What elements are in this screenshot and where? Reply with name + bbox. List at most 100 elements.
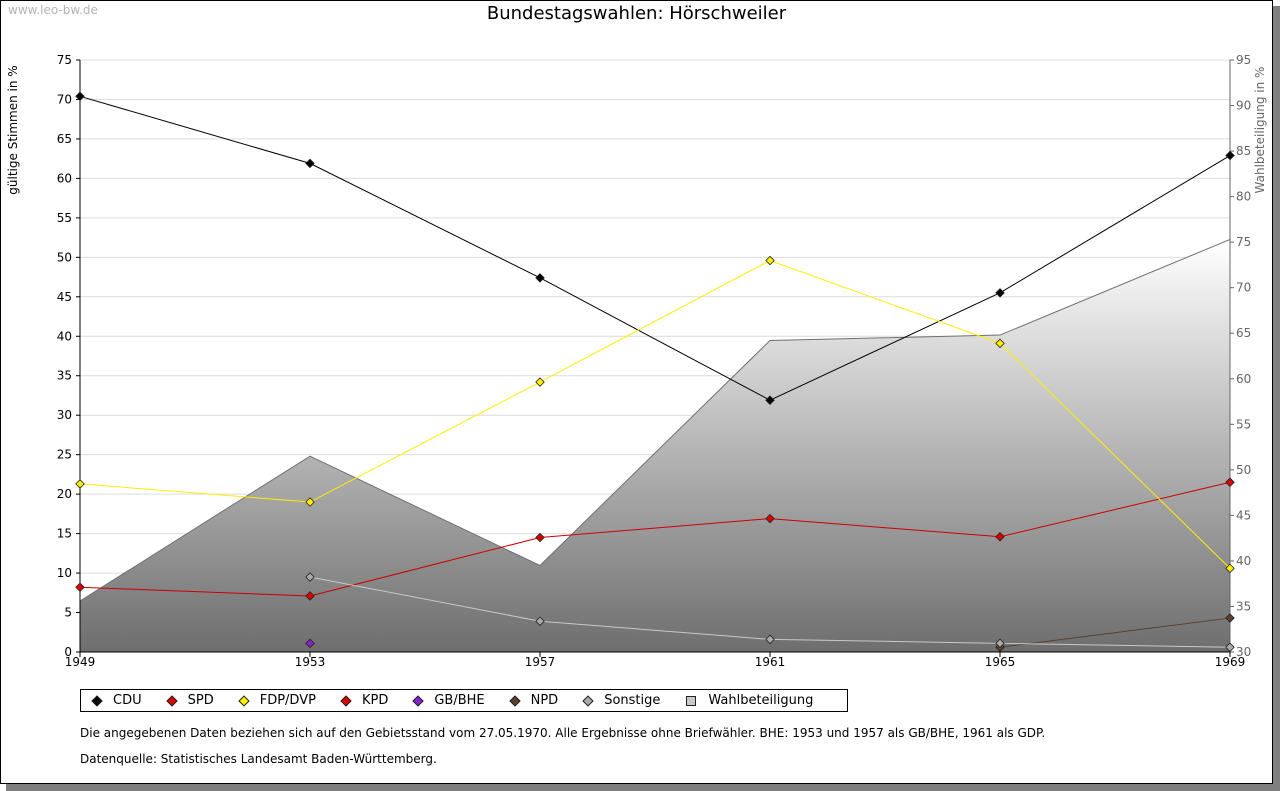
data-point-gb-bhe (305, 638, 315, 649)
data-point-spd (75, 582, 85, 593)
legend-marker (238, 694, 250, 707)
footnote-2: Datenquelle: Statistisches Landesamt Bad… (80, 752, 437, 766)
y-tick-label: 55 (57, 211, 72, 225)
y2-tick-label: 45 (1236, 508, 1251, 522)
data-point-spd (535, 532, 545, 543)
data-point-sonstige (535, 616, 545, 626)
data-point-cdu (995, 288, 1005, 298)
y2-tick-label: 55 (1236, 417, 1251, 431)
legend-item: KPD (340, 693, 402, 708)
y-tick-label: 5 (64, 606, 72, 620)
data-point-cdu (765, 395, 775, 405)
data-point-fdp-dvp (1225, 563, 1235, 574)
data-point-spd (995, 531, 1005, 542)
legend-label: Wahlbeteiligung (708, 693, 814, 708)
series-line-spd (79, 481, 1231, 597)
legend-label: CDU (113, 693, 142, 708)
y2-tick-label: 90 (1236, 99, 1251, 113)
x-tick-label: 1953 (295, 655, 326, 669)
data-point-sonstige (1225, 642, 1235, 653)
data-point-cdu (305, 158, 315, 169)
legend-marker (91, 694, 103, 707)
y2-tick-label: 75 (1236, 235, 1251, 249)
legend-label: Sonstige (604, 693, 661, 708)
data-point-npd (1225, 613, 1235, 623)
y-tick-label: 45 (57, 290, 72, 304)
y-tick-label: 65 (57, 132, 72, 146)
y-tick-label: 50 (57, 250, 72, 264)
y-tick-label: 25 (57, 448, 72, 462)
legend-item: CDU (91, 693, 156, 708)
legend-item: FDP/DVP (238, 693, 330, 708)
legend-label: KPD (361, 693, 389, 708)
y2-tick-label: 35 (1236, 599, 1251, 613)
data-point-spd (305, 591, 315, 601)
data-point-cdu (75, 91, 85, 102)
y2-tick-label: 95 (1236, 53, 1251, 67)
x-tick-label: 1957 (525, 655, 556, 669)
y-tick-label: 60 (57, 171, 72, 185)
y2-tick-label: 40 (1236, 554, 1251, 568)
data-point-sonstige (305, 572, 315, 582)
legend-item-turnout: Wahlbeteiligung (686, 693, 827, 708)
data-point-fdp-dvp (305, 497, 315, 507)
legend-item: NPD (508, 693, 573, 708)
data-point-sonstige (765, 634, 775, 645)
data-point-sonstige (995, 638, 1005, 649)
series-line-cdu (79, 95, 1231, 401)
legend-label: GB/BHE (434, 693, 485, 708)
legend-marker (582, 694, 594, 707)
y2-tick-label: 60 (1236, 372, 1251, 386)
turnout-area (80, 239, 1230, 652)
y-tick-label: 30 (57, 408, 72, 422)
y2-tick-label: 85 (1236, 144, 1251, 158)
x-tick-label: 1961 (755, 655, 786, 669)
legend-marker (340, 694, 352, 707)
legend-marker (165, 694, 178, 707)
data-point-fdp-dvp (765, 255, 775, 266)
y-tick-label: 20 (57, 487, 72, 501)
x-tick-label: 1949 (65, 655, 96, 669)
legend-item: GB/BHE (412, 693, 498, 708)
watermark: www.leo-bw.de (8, 3, 98, 17)
data-point-cdu (535, 273, 545, 283)
data-point-fdp-dvp (535, 377, 545, 387)
legend-label: NPD (530, 693, 559, 708)
y-tick-label: 10 (57, 566, 72, 580)
y-tick-label: 75 (57, 53, 72, 67)
y-tick-label: 15 (57, 527, 72, 541)
series-line-npd (999, 617, 1231, 648)
legend-label: FDP/DVP (259, 693, 316, 708)
y-tick-label: 40 (57, 329, 72, 343)
y2-tick-label: 30 (1236, 645, 1251, 659)
y2-tick-label: 70 (1236, 281, 1251, 295)
x-tick-label: 1965 (985, 655, 1016, 669)
data-point-spd (765, 513, 775, 524)
chart-title: Bundestagswahlen: Hörschweiler (486, 3, 787, 24)
y2-tick-label: 80 (1236, 190, 1251, 204)
legend-label: SPD (187, 693, 214, 708)
data-point-spd (1225, 477, 1235, 488)
frame-shadow-right (1273, 6, 1280, 791)
y-tick-label: 0 (64, 645, 72, 659)
series-line-fdp-dvp (79, 259, 1231, 569)
data-point-fdp-dvp (75, 479, 85, 489)
legend-marker (508, 694, 521, 707)
y2-axis-label: Wahlbeteiligung in % (1253, 67, 1267, 194)
legend-area-marker (686, 695, 697, 706)
y2-tick-label: 65 (1236, 326, 1251, 340)
legend-item: SPD (165, 693, 228, 708)
legend-item: Sonstige (582, 693, 674, 708)
y-tick-label: 35 (57, 369, 72, 383)
turnout-line (79, 238, 1231, 602)
legend-marker (412, 694, 424, 707)
y-tick-label: 70 (57, 92, 72, 106)
data-point-fdp-dvp (995, 338, 1005, 349)
footnote-1: Die angegebenen Daten beziehen sich auf … (80, 726, 1046, 740)
legend: CDU SPD FDP/DVP KPD GB/BHE NPD Sonstige Wahlbet… (80, 689, 848, 712)
y2-tick-label: 50 (1236, 463, 1251, 477)
data-point-cdu (1225, 150, 1235, 161)
frame-shadow-bottom (6, 784, 1280, 791)
x-tick-label: 1969 (1215, 655, 1246, 669)
